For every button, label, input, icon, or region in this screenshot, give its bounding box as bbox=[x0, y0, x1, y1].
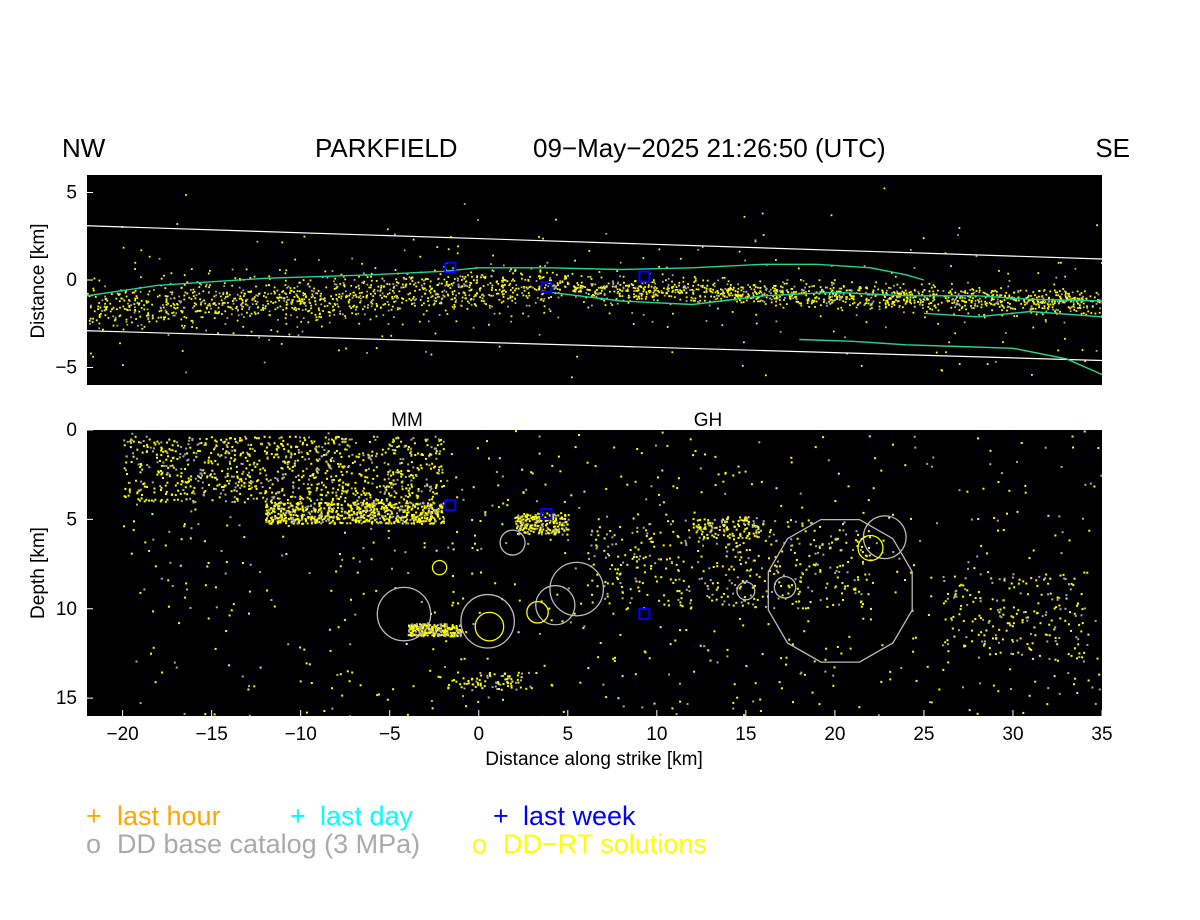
legend-symbol-ddrt: o bbox=[472, 829, 487, 859]
section-y-axis-label: Depth [km] bbox=[28, 527, 49, 619]
section-week-marker-2 bbox=[638, 608, 651, 621]
section-x-tick-label-8: 20 bbox=[824, 724, 845, 745]
legend-label-last-day: last day bbox=[320, 801, 414, 831]
annotation-gh: GH bbox=[694, 410, 723, 431]
section-y-tick-label-0: 0 bbox=[66, 420, 77, 441]
header-datetime: 09−May−2025 21:26:50 (UTC) bbox=[533, 133, 886, 163]
boundary-line-0 bbox=[87, 225, 1102, 260]
fault-trace-3 bbox=[799, 338, 1102, 376]
legend-label-last-week: last week bbox=[523, 801, 636, 831]
large-event-0 bbox=[767, 518, 913, 663]
legend-symbol-last-week: + bbox=[493, 801, 509, 831]
map-y-axis-label: Distance [km] bbox=[28, 223, 49, 338]
map-y-tick-label-0: 5 bbox=[66, 183, 77, 204]
large-event-7 bbox=[773, 575, 797, 599]
boundary-line-1 bbox=[87, 330, 1102, 362]
large-event-9 bbox=[474, 611, 505, 642]
header-right: SE bbox=[1095, 133, 1130, 163]
section-y-tick-label-2: 10 bbox=[56, 599, 77, 620]
map-week-marker-1 bbox=[540, 281, 553, 293]
large-event-1 bbox=[376, 586, 432, 642]
section-x-tick-label-2: −10 bbox=[285, 724, 317, 745]
legend-symbol-last-hour: + bbox=[86, 801, 102, 831]
section-x-tick-label-1: −15 bbox=[196, 724, 228, 745]
fault-trace-1 bbox=[549, 291, 1102, 306]
map-y-tick-label-1: 0 bbox=[66, 270, 77, 291]
legend-label-base-catalog: DD base catalog (3 MPa) bbox=[117, 829, 420, 859]
large-event-3 bbox=[549, 561, 605, 617]
annotation-mm: MM bbox=[391, 410, 423, 431]
section-x-tick-label-10: 30 bbox=[1002, 724, 1023, 745]
map-week-marker-0 bbox=[444, 261, 457, 274]
legend-symbol-last-day: + bbox=[290, 801, 306, 831]
section-x-ticks: −20 −15 −10 −5 0 5 10 15 20 25 30 35 bbox=[106, 710, 1113, 745]
map-panel: 5 0 −5 Distance [km] bbox=[28, 175, 1102, 385]
large-event-4 bbox=[535, 584, 576, 626]
fault-trace-2 bbox=[923, 310, 1102, 318]
large-event-8 bbox=[736, 581, 756, 601]
legend-label-ddrt: DD−RT solutions bbox=[503, 829, 707, 859]
section-week-marker-1 bbox=[540, 508, 553, 521]
section-panel: MM GH 0 5 10 15 −20 −15 −10 −5 0 5 10 15 20 25 30 35 D… bbox=[28, 410, 1113, 770]
section-x-tick-label-9: 25 bbox=[913, 724, 934, 745]
section-event-cloud bbox=[123, 430, 1102, 716]
legend: + last hour + last day + last week o DD … bbox=[86, 801, 707, 859]
large-event-11 bbox=[526, 600, 549, 624]
section-x-tick-label-6: 10 bbox=[646, 724, 667, 745]
fault-trace-0 bbox=[87, 263, 925, 297]
legend-symbol-base-catalog: o bbox=[86, 829, 101, 859]
map-y-ticks: 5 0 −5 bbox=[55, 183, 93, 379]
section-y-tick-label-1: 5 bbox=[66, 509, 77, 530]
large-event-2 bbox=[460, 593, 516, 649]
section-x-tick-label-0: −20 bbox=[106, 724, 138, 745]
large-event-12 bbox=[431, 559, 448, 576]
map-y-tick-label-2: −5 bbox=[55, 358, 77, 379]
section-panel-background bbox=[87, 430, 1102, 716]
map-event-cloud bbox=[87, 187, 1102, 379]
section-x-tick-label-4: 0 bbox=[473, 724, 484, 745]
legend-label-last-hour: last hour bbox=[117, 801, 221, 831]
section-y-tick-label-3: 15 bbox=[56, 688, 77, 709]
section-x-tick-label-5: 5 bbox=[563, 724, 574, 745]
section-x-tick-label-3: −5 bbox=[379, 724, 401, 745]
section-week-marker-0 bbox=[444, 499, 457, 512]
section-x-tick-label-7: 15 bbox=[735, 724, 756, 745]
section-y-ticks: 0 5 10 15 bbox=[56, 420, 93, 709]
map-panel-background bbox=[87, 175, 1102, 385]
section-x-tick-label-11: 35 bbox=[1091, 724, 1112, 745]
map-week-marker-2 bbox=[638, 270, 651, 283]
section-x-axis-label: Distance along strike [km] bbox=[485, 749, 703, 770]
large-event-6 bbox=[499, 529, 526, 556]
large-event-10 bbox=[857, 534, 884, 562]
header-left: NW bbox=[62, 133, 106, 163]
header-title: PARKFIELD bbox=[315, 133, 458, 163]
